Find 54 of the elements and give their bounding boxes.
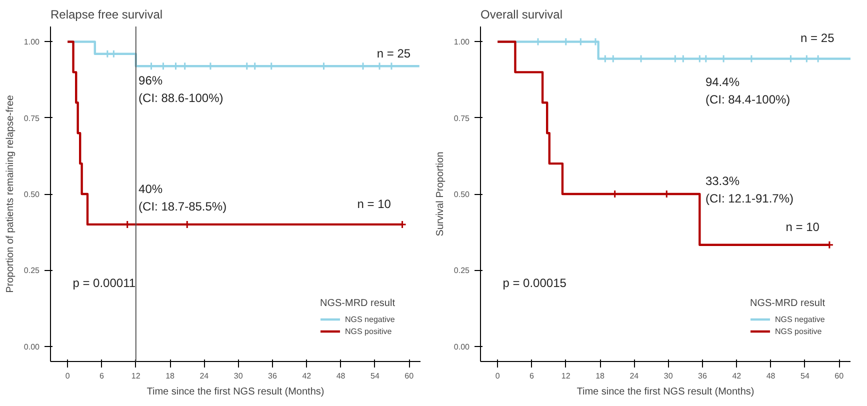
x-tick-label: 30 xyxy=(234,372,244,380)
x-tick-label: 18 xyxy=(166,372,176,380)
x-tick-label: 42 xyxy=(302,372,312,380)
y-tick-label: 1.00 xyxy=(24,38,40,47)
y-tick-label: 0.50 xyxy=(454,190,470,199)
annotation: 33.3% (CI: 12.1-91.7%) xyxy=(705,174,794,206)
y-tick-label: 0.25 xyxy=(454,266,470,276)
annotation: n = 25 xyxy=(376,46,411,60)
y-tick-label: 0.75 xyxy=(454,114,470,123)
annotation: n = 10 xyxy=(786,220,820,234)
annotation: 94.4% (CI: 84.4-100%) xyxy=(705,75,790,107)
chart-title: Overall survival xyxy=(480,8,563,22)
legend-title: NGS-MRD result xyxy=(320,298,395,309)
x-axis-title: Time since the first NGS result (Months) xyxy=(576,386,754,398)
y-tick-label: 1.00 xyxy=(454,38,470,47)
annotation: 40% (CI: 18.7-85.5%) xyxy=(138,182,227,214)
x-tick-label: 6 xyxy=(100,372,105,380)
x-tick-label: 60 xyxy=(404,372,414,380)
y-axis-title: Survival Proportion xyxy=(434,152,446,236)
x-tick-label: 30 xyxy=(664,372,674,380)
x-tick-label: 24 xyxy=(200,372,210,380)
x-tick-label: 0 xyxy=(495,372,500,380)
x-tick-label: 60 xyxy=(834,372,844,380)
legend-title: NGS-MRD result xyxy=(750,298,825,309)
x-tick-label: 36 xyxy=(268,372,278,380)
legend-label: NGS negative xyxy=(774,314,825,324)
legend-label: NGS negative xyxy=(344,314,395,324)
x-tick-label: 18 xyxy=(596,372,606,380)
annotation: p = 0.00011 xyxy=(72,276,136,290)
annotation: n = 25 xyxy=(800,31,835,46)
y-tick-label: 0.75 xyxy=(24,114,40,123)
y-axis-title: Proportion of patients remaining relapse-free xyxy=(4,94,16,293)
legend-label: NGS positive xyxy=(344,326,392,336)
x-tick-label: 54 xyxy=(370,372,380,380)
x-tick-label: 54 xyxy=(800,372,810,380)
chart-title: Relapse free survival xyxy=(50,8,163,22)
x-tick-label: 12 xyxy=(131,372,141,380)
y-tick-label: 0.25 xyxy=(24,266,40,276)
x-tick-label: 6 xyxy=(530,372,535,380)
x-axis-title: Time since the first NGS result (Months) xyxy=(146,386,324,398)
x-tick-label: 24 xyxy=(630,372,640,380)
x-tick-label: 36 xyxy=(698,372,708,380)
x-tick-label: 48 xyxy=(766,372,776,380)
annotation: p = 0.00015 xyxy=(502,276,567,290)
annotation: 96% (CI: 88.6-100%) xyxy=(138,74,224,106)
y-tick-label: 0.50 xyxy=(24,190,40,199)
x-tick-label: 48 xyxy=(336,372,346,380)
y-tick-label: 0.00 xyxy=(24,342,40,352)
y-tick-label: 0.00 xyxy=(454,342,470,352)
legend-label: NGS positive xyxy=(774,326,822,336)
x-tick-label: 42 xyxy=(732,372,742,380)
x-tick-label: 12 xyxy=(561,372,571,380)
annotation: n = 10 xyxy=(357,197,392,212)
x-tick-label: 0 xyxy=(65,372,70,380)
